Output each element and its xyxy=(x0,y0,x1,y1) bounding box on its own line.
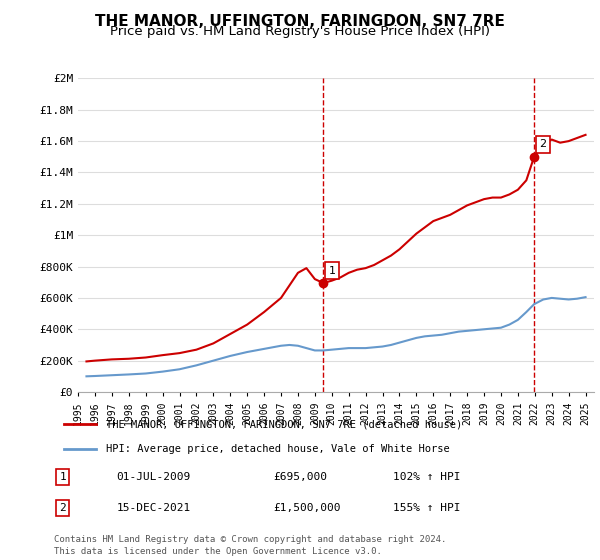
Text: Contains HM Land Registry data © Crown copyright and database right 2024.: Contains HM Land Registry data © Crown c… xyxy=(54,535,446,544)
Text: THE MANOR, UFFINGTON, FARINGDON, SN7 7RE (detached house): THE MANOR, UFFINGTON, FARINGDON, SN7 7RE… xyxy=(106,419,463,429)
Text: 102% ↑ HPI: 102% ↑ HPI xyxy=(394,472,461,482)
Text: 1: 1 xyxy=(59,472,66,482)
Text: 2: 2 xyxy=(59,503,66,513)
Text: £1,500,000: £1,500,000 xyxy=(273,503,341,513)
Text: 01-JUL-2009: 01-JUL-2009 xyxy=(116,472,191,482)
Text: Price paid vs. HM Land Registry's House Price Index (HPI): Price paid vs. HM Land Registry's House … xyxy=(110,25,490,38)
Text: 155% ↑ HPI: 155% ↑ HPI xyxy=(394,503,461,513)
Text: This data is licensed under the Open Government Licence v3.0.: This data is licensed under the Open Gov… xyxy=(54,547,382,556)
Text: THE MANOR, UFFINGTON, FARINGDON, SN7 7RE: THE MANOR, UFFINGTON, FARINGDON, SN7 7RE xyxy=(95,14,505,29)
Text: 2: 2 xyxy=(539,139,547,150)
Text: 1: 1 xyxy=(328,265,335,276)
Text: 15-DEC-2021: 15-DEC-2021 xyxy=(116,503,191,513)
Text: £695,000: £695,000 xyxy=(273,472,327,482)
Text: HPI: Average price, detached house, Vale of White Horse: HPI: Average price, detached house, Vale… xyxy=(106,445,450,454)
